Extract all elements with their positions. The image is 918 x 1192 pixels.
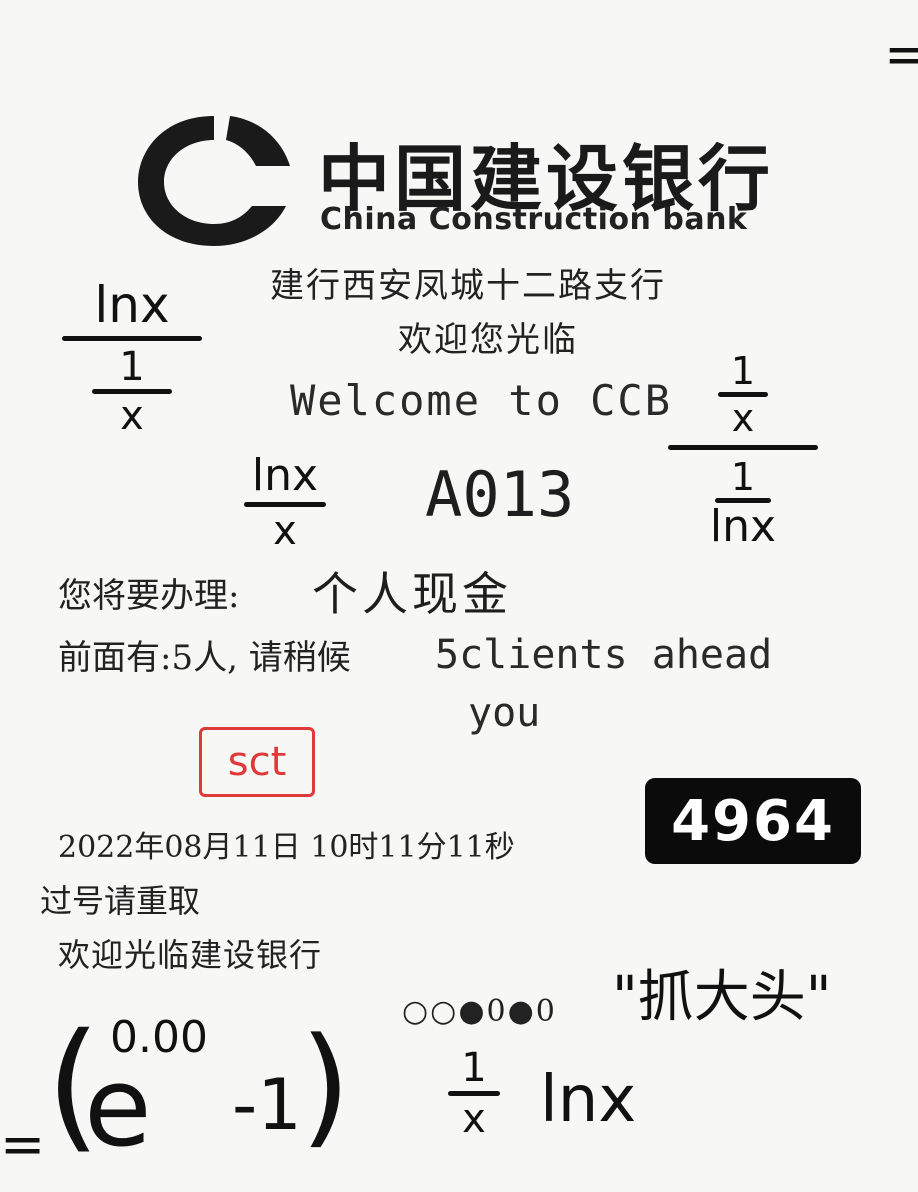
handwritten-lnx: lnx (540, 1063, 637, 1137)
bottom-frac-num: 1 (461, 1045, 487, 1091)
handwritten-exp-base: e (84, 1043, 152, 1171)
frac-right-num-den: x (731, 396, 755, 440)
frac-mid-den: x (273, 508, 297, 554)
handwritten-fraction-right: 1 x 1 lnx (668, 352, 818, 549)
frac-mid-num: lnx (251, 450, 319, 501)
frac-left-den-num: 1 (119, 344, 145, 390)
handwritten-quote: "抓大头" (612, 965, 832, 1030)
timestamp: 2022年08月11日 10时11分11秒 (58, 830, 515, 865)
sct-stamp: sct (199, 727, 315, 797)
queue-en-line2: you (468, 690, 541, 736)
number-badge: 4964 (645, 778, 861, 864)
ccb-logo-icon (138, 116, 290, 246)
frac-right-den-den: lnx (709, 501, 777, 552)
frac-mid-bar (244, 502, 326, 507)
retake-note: 过号请重取 (40, 882, 201, 920)
frac-right-num-num: 1 (730, 349, 756, 393)
handwritten-paren-open: ( (46, 1004, 101, 1167)
handwritten-equals-left: = (0, 1113, 46, 1176)
frac-left-den-den: x (120, 393, 144, 439)
handwritten-fraction-bottom: 1 x (448, 1048, 500, 1139)
frac-left-num: lnx (94, 276, 170, 334)
handwritten-paren-close: ) (300, 1009, 351, 1161)
ticket-number: A013 (425, 458, 575, 531)
dots-row: ○○●0●0 (402, 994, 557, 1029)
service-value: 个人现金 (312, 567, 512, 621)
queue-label: 前面有:5人, 请稍候 (58, 638, 351, 678)
frac-right-den-num: 1 (730, 455, 756, 499)
frac-right-inner-bar-top (718, 392, 768, 397)
queue-en-line1: 5clients ahead (435, 632, 773, 678)
handwritten-exp-power: 0.00 (110, 1012, 208, 1063)
frac-left-bar (62, 336, 202, 341)
handwritten-equals-right: = (884, 23, 918, 86)
bottom-frac-den: x (462, 1096, 486, 1142)
welcome-cn: 欢迎您光临 (398, 320, 578, 360)
service-label: 您将要办理: (58, 576, 240, 616)
frac-right-bar (668, 445, 818, 450)
branch-name: 建行西安凤城十二路支行 (270, 266, 666, 306)
frac-right-inner-bar-bottom (715, 498, 771, 503)
welcome-en: Welcome to CCB (290, 376, 673, 425)
bottom-frac-bar (448, 1091, 500, 1096)
bank-name-cn: 中国建设银行 (318, 137, 775, 221)
handwritten-fraction-mid: lnx x (244, 454, 326, 551)
welcome-note: 欢迎光临建设银行 (58, 936, 323, 974)
handwritten-minus-one: -1 (232, 1064, 302, 1146)
bank-name-en: China Construction bank (320, 202, 748, 237)
handwritten-fraction-left: lnx 1 x (62, 280, 202, 436)
frac-left-inner-bar (92, 389, 172, 394)
